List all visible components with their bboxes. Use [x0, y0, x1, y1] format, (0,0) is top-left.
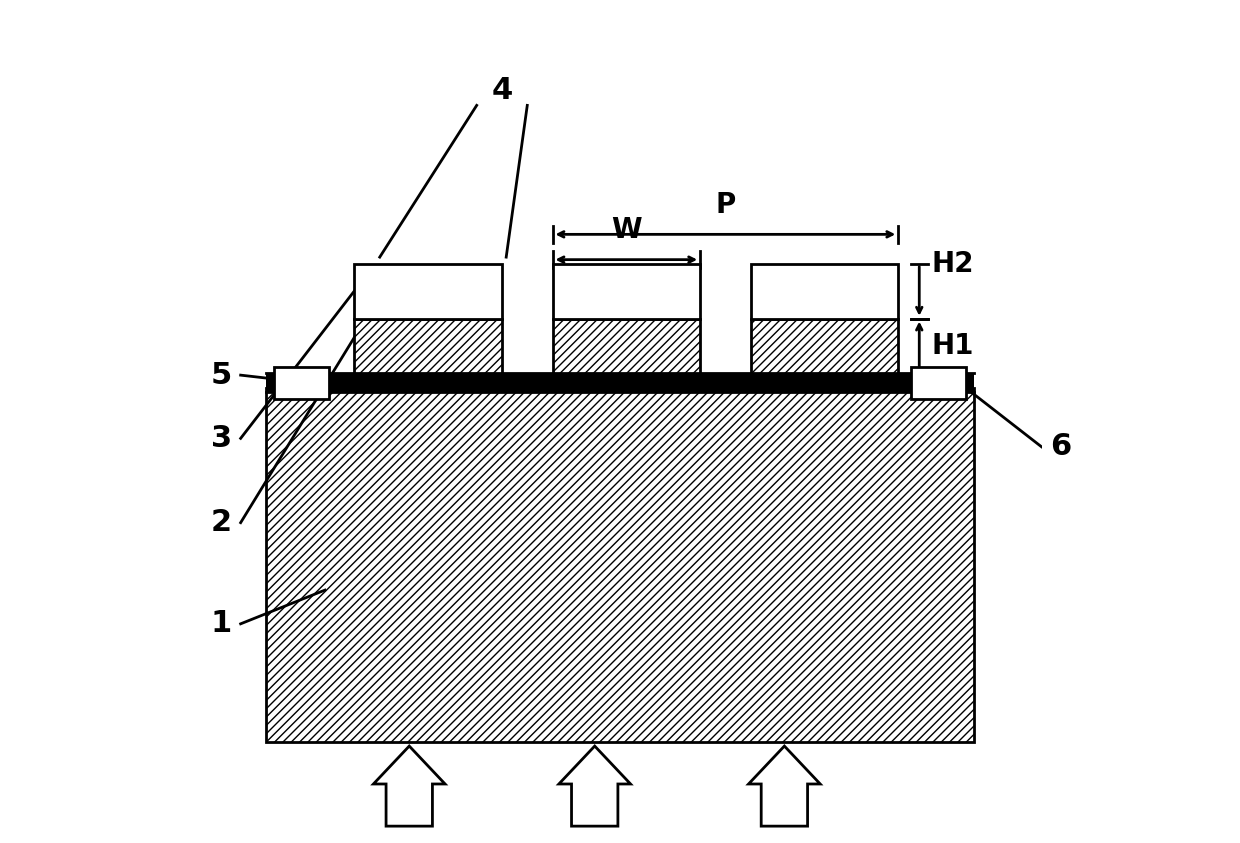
Text: P: P [715, 191, 735, 219]
Bar [553, 319, 701, 373]
Bar [265, 373, 975, 392]
Bar [274, 367, 329, 399]
Polygon shape [559, 746, 630, 826]
Bar [750, 319, 898, 373]
Text: 1: 1 [211, 609, 232, 638]
Polygon shape [749, 746, 820, 826]
Bar [355, 264, 502, 319]
Bar [355, 319, 502, 373]
Text: 6: 6 [1050, 432, 1071, 461]
Bar [750, 264, 898, 319]
Text: 2: 2 [211, 508, 232, 537]
Text: 4: 4 [491, 77, 512, 105]
Text: 5: 5 [211, 361, 232, 389]
Text: H2: H2 [932, 250, 975, 278]
Bar [911, 367, 966, 399]
Text: W: W [611, 217, 641, 244]
Text: 3: 3 [211, 424, 232, 453]
Text: H1: H1 [932, 332, 975, 360]
Polygon shape [373, 746, 445, 826]
Bar [265, 388, 975, 742]
Bar [553, 264, 701, 319]
